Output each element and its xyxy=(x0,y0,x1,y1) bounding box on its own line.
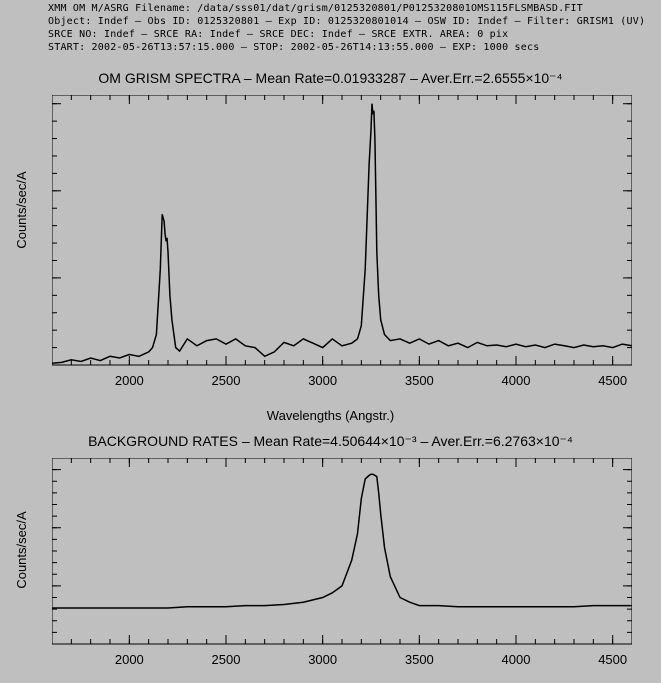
meta-line-4: START: 2002-05-26T13:57:15.000 – STOP: 2… xyxy=(48,41,645,54)
meta-line-2: Object: Indef – Obs ID: 0125320801 – Exp… xyxy=(48,15,645,28)
svg-text:4000: 4000 xyxy=(502,652,531,667)
chart-1-x-label: Wavelengths (Angstr.) xyxy=(0,408,661,423)
svg-text:2000: 2000 xyxy=(115,373,144,388)
svg-text:2500: 2500 xyxy=(212,652,241,667)
svg-text:4500: 4500 xyxy=(598,652,627,667)
chart-1-y-label: Counts/sec/A xyxy=(14,110,29,310)
svg-text:4500: 4500 xyxy=(598,373,627,388)
svg-text:3000: 3000 xyxy=(308,373,337,388)
svg-text:3500: 3500 xyxy=(405,373,434,388)
svg-text:2500: 2500 xyxy=(212,373,241,388)
svg-text:3500: 3500 xyxy=(405,652,434,667)
metadata-block: XMM OM M/ASRG Filename: /data/sss01/dat/… xyxy=(48,2,645,54)
spectra-plot: 20002500300035004000450000.10.20.3 xyxy=(52,95,632,395)
chart-1-title: OM GRISM SPECTRA – Mean Rate=0.01933287 … xyxy=(0,70,661,87)
meta-line-1: XMM OM M/ASRG Filename: /data/sss01/dat/… xyxy=(48,2,645,15)
svg-text:4000: 4000 xyxy=(502,373,531,388)
svg-text:2000: 2000 xyxy=(115,652,144,667)
svg-text:3000: 3000 xyxy=(308,652,337,667)
background-plot: 20002500300035004000450005×10⁻³0.010.015 xyxy=(52,458,632,673)
chart-2-title: BACKGROUND RATES – Mean Rate=4.50644×10⁻… xyxy=(0,433,661,450)
chart-2-y-label: Counts/sec/A xyxy=(14,460,29,640)
meta-line-3: SRCE NO: Indef – SRCE RA: Indef – SRCE D… xyxy=(48,28,645,41)
